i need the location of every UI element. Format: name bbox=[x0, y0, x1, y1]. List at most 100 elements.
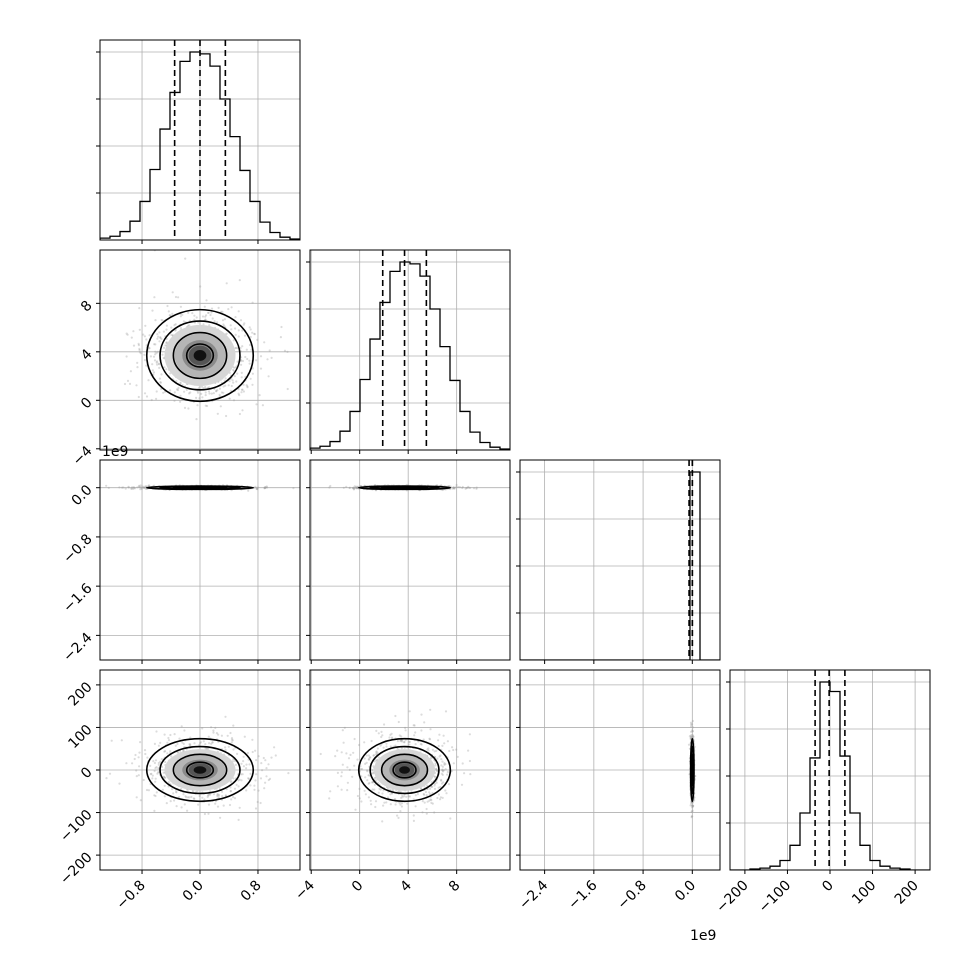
scatter-point bbox=[154, 319, 157, 322]
scatter-point bbox=[354, 808, 357, 811]
xtick-label: −0.8 bbox=[615, 878, 650, 913]
scatter-point bbox=[690, 723, 693, 726]
scatter-point bbox=[162, 391, 165, 394]
scatter-point bbox=[216, 321, 219, 324]
scatter-point bbox=[147, 379, 150, 382]
scatter-point bbox=[160, 387, 163, 391]
scatter-point bbox=[420, 713, 423, 716]
scatter-point bbox=[251, 301, 254, 304]
scatter-point bbox=[149, 764, 152, 768]
scatter-point bbox=[389, 745, 392, 748]
scatter-point bbox=[370, 739, 373, 743]
scatter-point bbox=[254, 779, 257, 782]
scatter-point bbox=[227, 384, 230, 387]
scatter-point bbox=[241, 359, 244, 363]
scatter-point bbox=[163, 795, 166, 798]
scatter-point bbox=[182, 320, 185, 323]
scatter-point bbox=[255, 487, 258, 490]
scatter-point bbox=[174, 744, 177, 747]
scatter-point bbox=[358, 797, 361, 800]
scatter-point bbox=[163, 366, 166, 369]
scatter-point bbox=[152, 373, 155, 376]
scatter-point bbox=[253, 788, 256, 791]
scatter-point bbox=[340, 788, 343, 791]
scatter-point bbox=[221, 790, 224, 793]
scatter-point bbox=[363, 789, 366, 792]
scatter-point bbox=[232, 368, 235, 372]
scatter-point bbox=[346, 789, 349, 792]
scatter-point bbox=[353, 737, 356, 741]
scatter-point bbox=[262, 756, 265, 760]
scatter-point bbox=[691, 723, 694, 726]
scatter-point bbox=[430, 801, 433, 805]
scatter-point bbox=[123, 382, 127, 386]
scatter-point bbox=[230, 737, 234, 740]
scatter-point bbox=[162, 775, 165, 778]
scatter-point bbox=[144, 752, 147, 756]
scatter-point bbox=[356, 487, 359, 490]
scatter-point bbox=[433, 782, 437, 786]
scatter-point bbox=[191, 790, 195, 793]
scatter-point bbox=[431, 802, 434, 805]
ytick-label: 200 bbox=[65, 679, 95, 709]
scatter-point bbox=[230, 738, 234, 741]
scatter-point bbox=[441, 744, 444, 748]
scatter-point bbox=[154, 759, 158, 762]
scatter-point bbox=[248, 326, 251, 329]
scatter-point bbox=[140, 486, 143, 489]
scatter-point bbox=[206, 795, 209, 799]
scatter-point bbox=[428, 799, 431, 802]
scatter-point bbox=[134, 753, 137, 757]
scatter-point bbox=[256, 800, 259, 804]
scatter-point bbox=[138, 765, 141, 768]
scatter-point bbox=[692, 736, 695, 739]
ytick-label: 8 bbox=[78, 298, 96, 316]
scatter-point bbox=[157, 335, 160, 338]
scatter-point bbox=[419, 742, 422, 746]
scatter-point bbox=[218, 387, 222, 390]
scatter-point bbox=[230, 798, 233, 801]
scatter-point bbox=[245, 348, 248, 351]
scatter-point bbox=[232, 399, 236, 402]
scatter-point bbox=[426, 784, 429, 787]
scatter-point bbox=[210, 311, 213, 314]
scatter-point bbox=[139, 799, 142, 802]
scatter-point bbox=[444, 768, 447, 771]
scatter-point bbox=[150, 398, 153, 402]
scatter-point bbox=[204, 318, 207, 321]
scatter-point bbox=[270, 756, 273, 759]
scatter-point bbox=[182, 742, 185, 746]
scatter-point bbox=[441, 765, 444, 768]
scatter-point bbox=[283, 349, 287, 352]
scatter-point bbox=[246, 357, 249, 361]
scatter-point bbox=[263, 486, 266, 489]
scatter-point bbox=[257, 755, 260, 758]
scatter-point bbox=[205, 299, 208, 302]
scatter-point bbox=[429, 798, 432, 801]
scatter-point bbox=[229, 324, 232, 327]
scatter-point bbox=[81, 366, 83, 368]
scatter-point bbox=[163, 784, 166, 787]
scatter-point bbox=[225, 414, 228, 418]
scatter-point bbox=[120, 739, 123, 742]
scatter-point bbox=[139, 352, 142, 355]
scatter-point bbox=[691, 815, 694, 818]
scatter-point bbox=[413, 734, 416, 737]
scatter-point bbox=[210, 726, 213, 729]
scatter-point bbox=[421, 811, 424, 814]
contour-line bbox=[145, 308, 255, 403]
scatter-point bbox=[124, 487, 127, 490]
scatter-point bbox=[345, 485, 348, 488]
scatter-point bbox=[376, 751, 379, 754]
scatter-point bbox=[423, 793, 426, 796]
ytick-label: 0 bbox=[78, 764, 96, 782]
scatter-point bbox=[235, 783, 238, 787]
scatter-point bbox=[217, 795, 220, 798]
scatter-point bbox=[242, 765, 245, 768]
scatter-point bbox=[441, 769, 444, 772]
scatter-point bbox=[691, 730, 694, 733]
scatter-point bbox=[238, 394, 241, 397]
scatter-point bbox=[165, 328, 168, 331]
scatter-point bbox=[693, 799, 696, 802]
scatter-point bbox=[211, 317, 214, 320]
